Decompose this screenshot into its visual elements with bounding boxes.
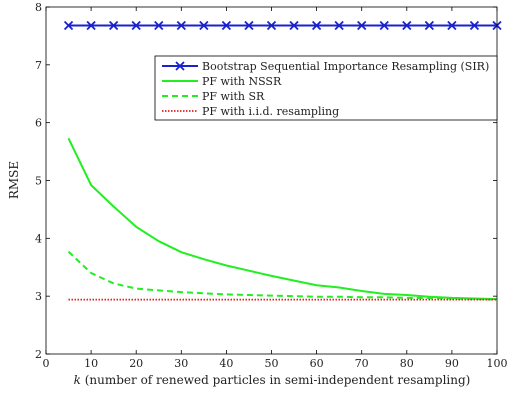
x-tick-label: 50	[265, 357, 279, 370]
data-point-marker	[86, 20, 96, 31]
data-point-marker	[357, 20, 367, 31]
series-3	[67, 250, 498, 301]
legend-label: PF with i.i.d. resampling	[202, 105, 339, 118]
y-tick-label: 6	[35, 117, 42, 130]
x-tick-label: 100	[487, 357, 508, 370]
series-1	[63, 20, 502, 31]
x-axis-label-description: (number of renewed particles in semi-ind…	[81, 373, 470, 387]
series-line	[67, 250, 498, 301]
data-point-marker	[63, 20, 74, 31]
series-line	[67, 137, 498, 301]
x-tick-label: 0	[43, 357, 50, 370]
x-tick-label: 30	[174, 357, 188, 370]
legend-entry: PF with SR	[162, 90, 265, 103]
data-point-marker	[311, 20, 322, 31]
legend-label: PF with NSSR	[202, 75, 282, 88]
x-tick-label: 80	[400, 357, 414, 370]
data-point-marker	[447, 20, 457, 31]
y-tick-label: 3	[35, 290, 42, 303]
data-point-marker	[266, 20, 277, 31]
data-point-marker	[402, 20, 412, 31]
legend-entry: PF with NSSR	[162, 75, 282, 88]
data-point-marker	[154, 20, 164, 31]
data-point-marker	[379, 20, 389, 31]
y-tick-label: 5	[35, 175, 42, 188]
legend: Bootstrap Sequential Importance Resampli…	[154, 55, 498, 121]
x-tick-label: 60	[310, 357, 324, 370]
x-tick-label: 90	[445, 357, 459, 370]
y-tick-label: 2	[35, 348, 42, 361]
data-point-marker	[244, 20, 254, 31]
data-point-marker	[469, 20, 480, 31]
data-point-marker	[424, 20, 434, 31]
x-tick-label: 40	[219, 357, 233, 370]
data-point-marker	[199, 20, 209, 31]
x-tick-label: 20	[129, 357, 143, 370]
data-point-marker	[109, 20, 119, 31]
legend-entry: Bootstrap Sequential Importance Resampli…	[162, 60, 489, 73]
x-axis: 0 10 20 30 40 50 60 70 80 90 100	[43, 7, 508, 370]
data-point-marker	[221, 20, 232, 31]
plot-series	[63, 20, 502, 301]
legend-label: PF with SR	[202, 90, 265, 103]
legend-label: Bootstrap Sequential Importance Resampli…	[202, 60, 489, 73]
x-axis-label: k (number of renewed particles in semi-i…	[74, 373, 471, 387]
x-tick-label: 10	[84, 357, 98, 370]
y-tick-label: 7	[35, 59, 42, 72]
data-point-marker	[289, 20, 299, 31]
y-axis: 2 3 4 5 6 7 8	[35, 1, 497, 361]
series-2	[67, 137, 498, 301]
y-tick-label: 8	[35, 1, 42, 14]
y-axis-label: RMSE	[7, 161, 21, 199]
y-tick-label: 4	[35, 232, 42, 245]
x-axis-label-variable: k	[74, 373, 81, 387]
data-point-marker	[176, 20, 186, 31]
x-tick-label: 70	[355, 357, 369, 370]
data-point-marker	[334, 20, 344, 31]
data-point-marker	[131, 20, 141, 31]
legend-entry: PF with i.i.d. resampling	[162, 105, 339, 118]
legend-box	[154, 55, 498, 121]
